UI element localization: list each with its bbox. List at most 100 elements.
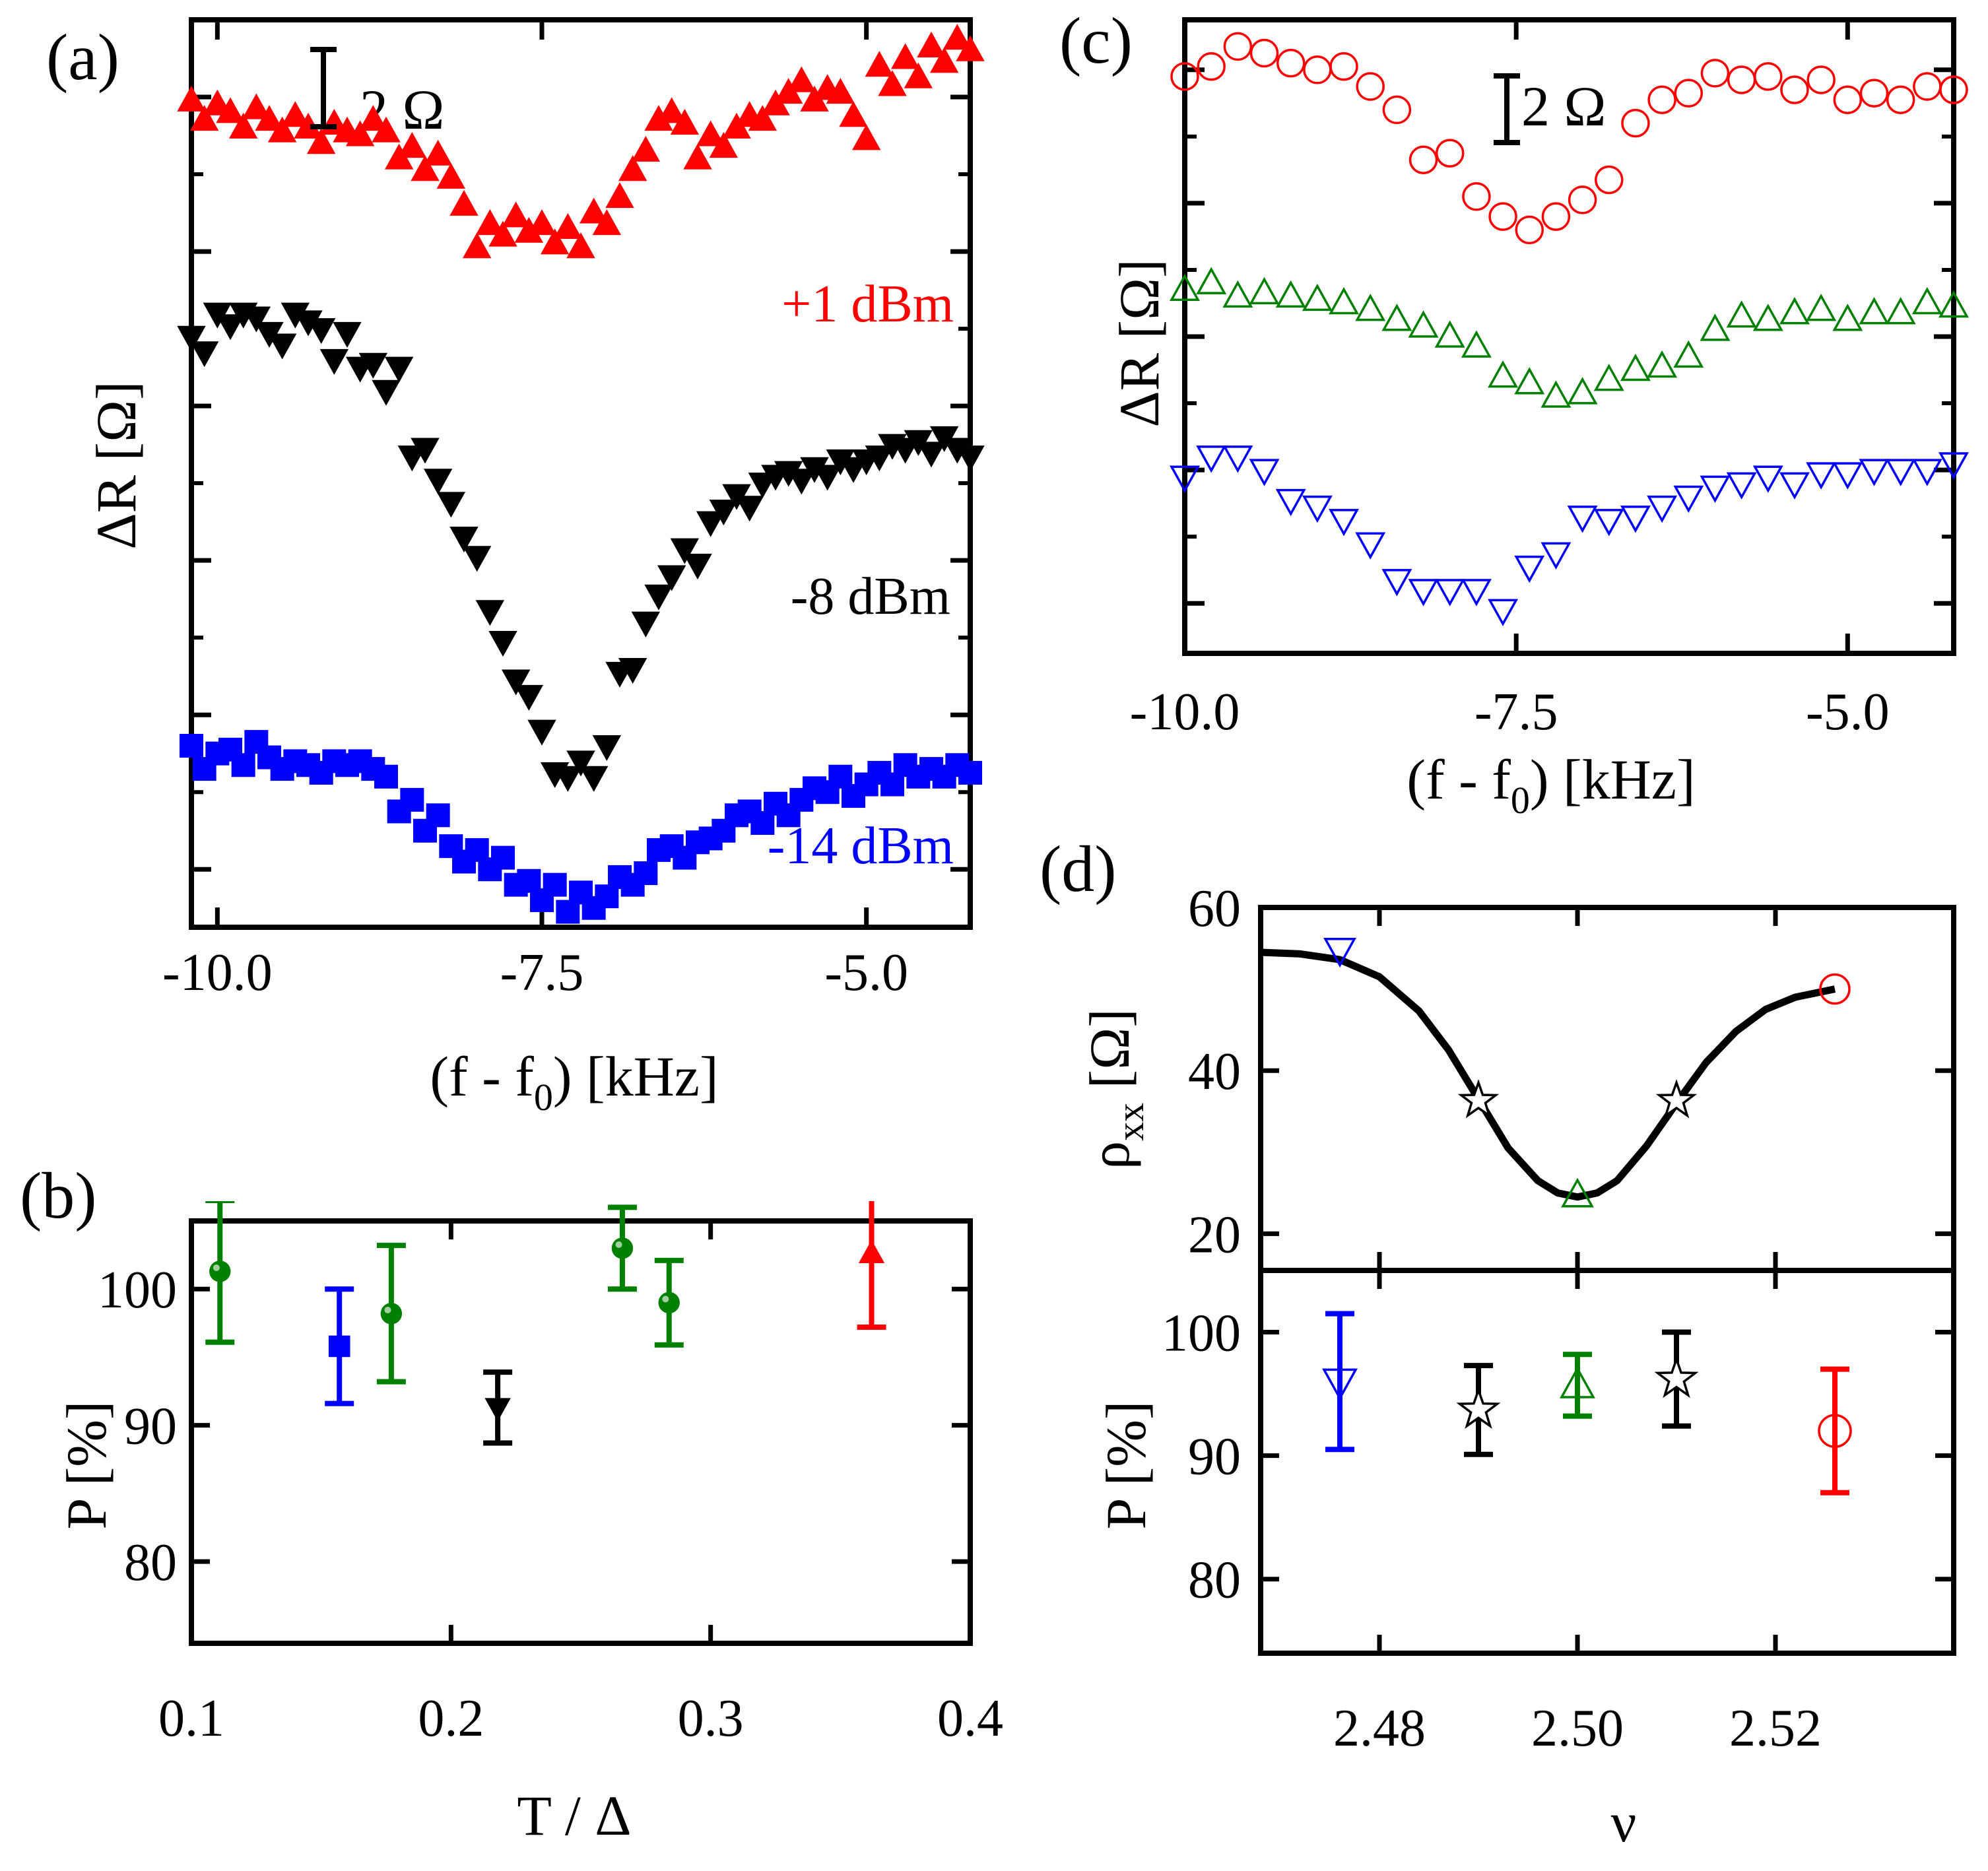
data-point--1-dBm <box>423 139 453 166</box>
data-point--8-dBm <box>683 554 712 580</box>
data-point--14-dBm <box>543 872 567 897</box>
data-point-green <box>1832 304 1863 331</box>
panel-d-ylabel-main: ρ <box>1078 1141 1141 1169</box>
plot-area <box>1322 1311 1852 1495</box>
y-tick-label: 90 <box>124 1398 177 1456</box>
data-point--1-dBm <box>255 105 284 131</box>
data-point--8-dBm <box>696 511 725 537</box>
data-point-green <box>1222 280 1253 308</box>
data-point-green <box>1196 267 1227 294</box>
data-point--8-dBm <box>917 442 946 468</box>
data-point--1-dBm <box>631 135 661 162</box>
data-point--8-dBm <box>657 565 686 591</box>
data-point-blue <box>1514 555 1545 583</box>
data-point--8-dBm <box>566 750 595 777</box>
data-point--8-dBm <box>449 527 479 553</box>
data-point-red <box>1754 62 1783 91</box>
data-point-green <box>1560 1366 1595 1398</box>
data-point-blue <box>1302 495 1333 523</box>
data-point--8-dBm <box>553 766 583 792</box>
data-point-green <box>1302 283 1333 312</box>
data-point-blue <box>1885 459 1916 486</box>
data-point-blue <box>1461 579 1492 607</box>
x-tick-label: 0.1 <box>158 1690 224 1748</box>
panel-d: (d) ρxx [Ω] 20 40 60 <box>1040 832 1956 1273</box>
data-point--8-dBm <box>670 538 700 564</box>
data-point-blue <box>1779 472 1810 500</box>
data-point--1-dBm <box>683 143 712 170</box>
plot-frame <box>189 1218 973 1646</box>
data-point-red <box>1197 51 1226 81</box>
panel-b: (b) P [%] T / Δ 0.1 0.2 0.3 0.4 80 90 100 <box>20 1159 1003 1847</box>
plot-frame <box>1258 1268 1956 1656</box>
data-point-red <box>858 1239 885 1264</box>
x-tick-label: -5.0 <box>824 944 908 1002</box>
data-point--14-dBm <box>180 734 203 758</box>
data-point--8-dBm <box>956 445 985 472</box>
data-point-green <box>658 1292 680 1314</box>
data-point-green <box>1806 293 1837 321</box>
data-point-green <box>1859 297 1890 325</box>
y-tick-label: 40 <box>1188 1043 1241 1101</box>
data-point-green <box>1541 380 1572 408</box>
data-point-red <box>1780 75 1809 104</box>
error-bar <box>1325 1311 1354 1453</box>
panel-a-xlabel-sub: 0 <box>534 1076 553 1119</box>
data-point--8-dBm <box>384 356 414 383</box>
data-point-red <box>1727 65 1756 94</box>
data-point-green <box>1752 304 1783 331</box>
data-point--14-dBm <box>958 760 982 785</box>
data-point--1-dBm <box>358 105 388 131</box>
data-point--14-dBm <box>231 753 255 777</box>
data-point--8-dBm <box>242 306 271 333</box>
data-point--1-dBm <box>540 228 570 255</box>
data-point-green <box>1567 377 1598 405</box>
x-tick-label: 0.2 <box>418 1690 484 1748</box>
x-tick-label: -5.0 <box>1806 683 1890 741</box>
data-point--1-dBm <box>865 51 894 77</box>
plot-area <box>1170 32 1969 626</box>
x-tick-label: 2.48 <box>1333 1699 1426 1757</box>
x-tick-label: 0.4 <box>937 1690 1003 1748</box>
data-point-blue <box>1593 509 1624 537</box>
data-point--1-dBm <box>228 112 258 139</box>
data-point-star-right <box>1654 1356 1699 1398</box>
data-point-blue <box>1752 465 1783 493</box>
data-point--8-dBm <box>579 766 609 792</box>
data-point--1-dBm <box>501 201 531 228</box>
panel-b-label: (b) <box>20 1159 97 1232</box>
data-point-red <box>1939 75 1968 104</box>
marker-green <box>1561 1177 1594 1208</box>
data-point--14-dBm <box>634 861 658 886</box>
data-point-red <box>1249 38 1279 68</box>
panel-a-xlabel-main: (f - f <box>430 1045 534 1108</box>
data-point--1-dBm <box>787 66 816 92</box>
data-point--1-dBm <box>929 47 959 73</box>
data-point-green <box>1461 330 1492 358</box>
data-point-green <box>1620 353 1651 381</box>
data-point-blue <box>1222 445 1253 473</box>
panel-c-xlabel-tail: ) [kHz] <box>1530 748 1696 811</box>
data-point-green <box>1434 320 1465 348</box>
data-point-red <box>1223 32 1253 61</box>
panel-a-label: (a) <box>46 20 119 94</box>
x-tick-label: -7.5 <box>500 944 584 1002</box>
data-point-blue <box>1700 475 1731 503</box>
data-point--8-dBm <box>306 318 336 345</box>
data-point--8-dBm <box>709 500 739 526</box>
data-point-red <box>1382 95 1412 125</box>
data-point-blue <box>1322 1368 1358 1401</box>
data-point--8-dBm <box>411 438 440 464</box>
data-point-red <box>1329 51 1358 81</box>
data-point-red <box>1356 72 1385 101</box>
data-point-green <box>1885 297 1916 325</box>
data-point--8-dBm <box>631 611 661 638</box>
panel-d-lower-ylabel: P [%] <box>1094 1400 1158 1529</box>
data-point--1-dBm <box>345 120 375 147</box>
panel-c-ylabel: ΔR [Ω] <box>1108 259 1171 427</box>
data-point-blue <box>1938 452 1969 480</box>
data-point-red <box>1515 215 1544 245</box>
scale-bar-label-c: 2 Ω <box>1521 75 1606 138</box>
data-point--1-dBm <box>826 78 855 104</box>
panel-c-xlabel-main: (f - f <box>1407 748 1511 811</box>
